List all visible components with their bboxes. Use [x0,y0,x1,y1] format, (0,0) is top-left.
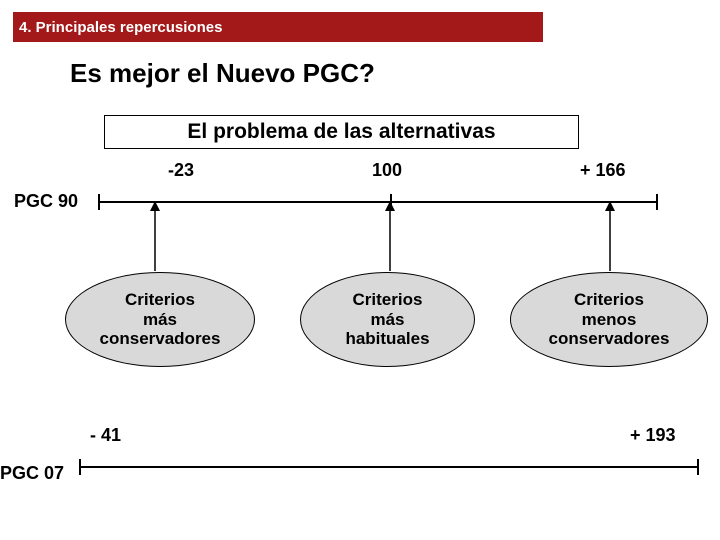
section-header: 4. Principales repercusiones [13,12,543,42]
page-title: Es mejor el Nuevo PGC? [70,58,375,89]
arrow-mid [380,201,400,273]
bottom-value-left: - 41 [90,425,121,446]
ellipse-left: Criterios más conservadores [65,272,255,367]
top-value-mid: 100 [372,160,402,181]
bottom-scale-line [78,455,718,485]
bottom-value-right: + 193 [630,425,676,446]
ellipse-mid: Criterios más habituales [300,272,475,367]
top-value-left: -23 [168,160,194,181]
ellipse-right: Criterios menos conservadores [510,272,708,367]
subtitle-text: El problema de las alternativas [187,120,495,144]
subtitle-box: El problema de las alternativas [104,115,579,149]
bottom-axis-label: PGC 07 [0,463,64,484]
top-axis-label: PGC 90 [14,191,78,212]
ellipse-left-text: Criterios más conservadores [100,290,221,349]
ellipse-mid-text: Criterios más habituales [345,290,429,349]
arrow-left [145,201,165,273]
ellipse-right-text: Criterios menos conservadores [549,290,670,349]
arrow-right [600,201,620,273]
top-value-right: + 166 [580,160,626,181]
section-header-text: 4. Principales repercusiones [19,19,222,36]
